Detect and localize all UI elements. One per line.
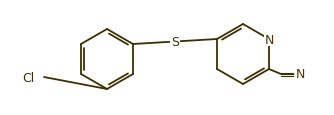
Text: Cl: Cl <box>22 71 34 84</box>
Text: S: S <box>171 36 179 49</box>
Text: N: N <box>296 68 305 81</box>
Text: N: N <box>264 33 274 46</box>
